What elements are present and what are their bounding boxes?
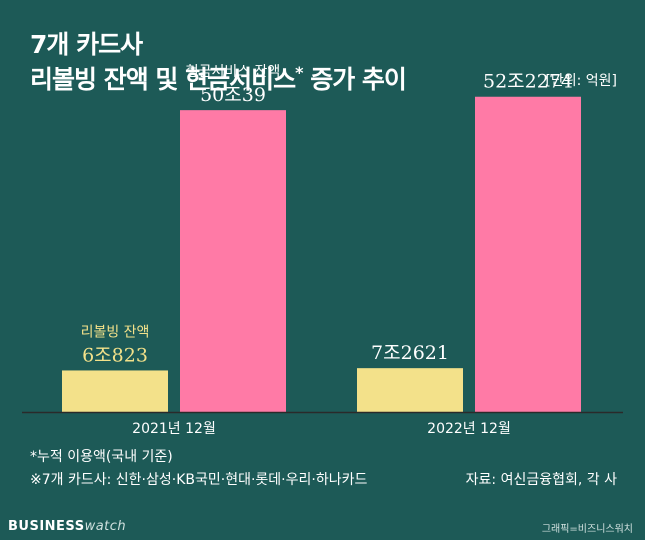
title-text: 리볼빙 잔액 및 현금서비스: [30, 65, 296, 94]
source-label: 자료: 여신금융협회, 각 사: [465, 472, 617, 488]
data-label: 6조823: [82, 344, 148, 366]
chart-title-line2: 리볼빙 잔액 및 현금서비스* 증가 추이: [30, 65, 407, 94]
brand-logo: BUSINESSwatch: [8, 519, 126, 534]
brand-main: BUSINESS: [8, 519, 85, 534]
footnote-cumulative: *누적 이용액(국내 기준): [30, 449, 173, 465]
x-tick-label: 2022년 12월: [427, 421, 511, 437]
data-label: 50조39: [200, 84, 266, 106]
graphic-credit: 그래픽=비즈니스워치: [541, 524, 633, 535]
series-label: 리볼빙 잔액: [81, 324, 150, 340]
chart-title-line1: 7개 카드사: [30, 30, 143, 59]
series-label: 현금서비스 잔액: [186, 64, 281, 80]
bar-chart: 6조823 리볼빙 잔액 50조39 현금서비스 잔액 2021년 12월 7조2621 5…: [22, 64, 623, 437]
data-label: 52조2274: [483, 71, 573, 93]
bar-revolving: [357, 368, 463, 412]
footnote-companies: ※7개 카드사: 신한·삼성·KB국민·현대·롯데·우리·하나카드: [30, 472, 368, 488]
title-asterisk: *: [295, 63, 303, 82]
x-tick-label: 2021년 12월: [132, 421, 216, 437]
unit-label: [단위: 억원]: [545, 73, 617, 89]
title-text-end: 증가 추이: [310, 65, 407, 94]
bar-revolving: [62, 370, 168, 412]
bar-cash-service: [475, 96, 581, 412]
bar-cash-service: [180, 110, 286, 413]
data-label: 7조2621: [371, 342, 449, 364]
brand-sub: watch: [84, 519, 127, 534]
